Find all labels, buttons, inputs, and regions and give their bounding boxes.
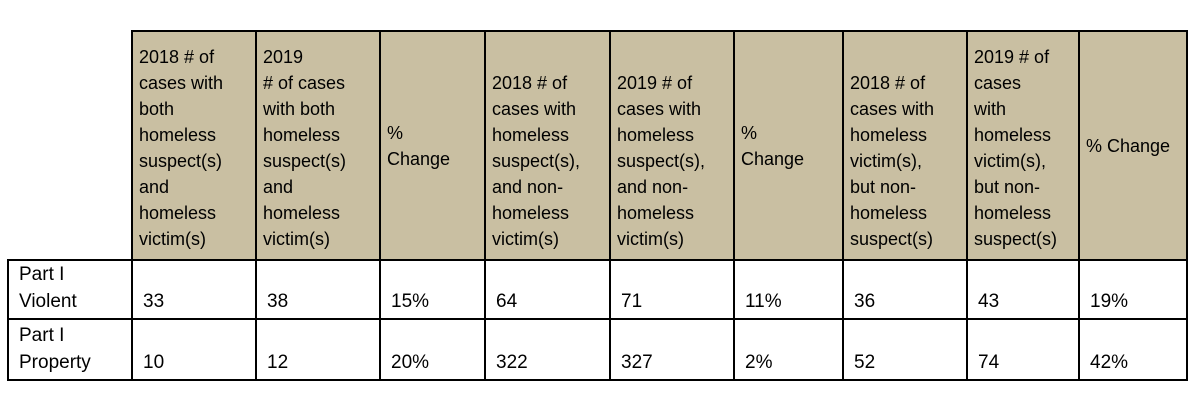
row-label: Part I Violent bbox=[7, 259, 133, 320]
header-cell: 2019 # of cases with homeless victim(s),… bbox=[966, 30, 1080, 261]
header-cell: % Change bbox=[733, 30, 844, 261]
table-row: Part I Property 10 12 20% 322 327 2% 52 … bbox=[7, 318, 1188, 381]
data-cell: 36 bbox=[842, 259, 968, 320]
data-cell: 322 bbox=[484, 318, 611, 381]
data-cell: 42% bbox=[1078, 318, 1188, 381]
header-cell: 2019 # of cases with homeless suspect(s)… bbox=[609, 30, 735, 261]
data-cell: 12 bbox=[255, 318, 381, 381]
data-cell: 33 bbox=[131, 259, 257, 320]
data-cell: 11% bbox=[733, 259, 844, 320]
header-cell: 2018 # of cases with homeless suspect(s)… bbox=[484, 30, 611, 261]
data-cell: 52 bbox=[842, 318, 968, 381]
data-cell: 71 bbox=[609, 259, 735, 320]
header-cell: % Change bbox=[1078, 30, 1188, 261]
table-row: Part I Violent 33 38 15% 64 71 11% 36 43… bbox=[7, 259, 1188, 320]
data-cell: 2% bbox=[733, 318, 844, 381]
data-cell: 15% bbox=[379, 259, 486, 320]
header-cell: % Change bbox=[379, 30, 486, 261]
data-cell: 19% bbox=[1078, 259, 1188, 320]
data-cell: 43 bbox=[966, 259, 1080, 320]
header-cell: 2019 # of cases with both homeless suspe… bbox=[255, 30, 381, 261]
data-cell: 38 bbox=[255, 259, 381, 320]
data-cell: 327 bbox=[609, 318, 735, 381]
corner-cell bbox=[8, 31, 133, 261]
header-row: 2018 # of cases with both homeless suspe… bbox=[8, 30, 1188, 261]
cropped-caption bbox=[0, 0, 1204, 8]
data-cell: 10 bbox=[131, 318, 257, 381]
row-label: Part I Property bbox=[7, 318, 133, 381]
header-cell: 2018 # of cases with both homeless suspe… bbox=[131, 30, 257, 261]
data-cell: 74 bbox=[966, 318, 1080, 381]
data-cell: 20% bbox=[379, 318, 486, 381]
homeless-cases-table: 2018 # of cases with both homeless suspe… bbox=[7, 30, 1188, 381]
data-cell: 64 bbox=[484, 259, 611, 320]
header-cell: 2018 # of cases with homeless victim(s),… bbox=[842, 30, 968, 261]
